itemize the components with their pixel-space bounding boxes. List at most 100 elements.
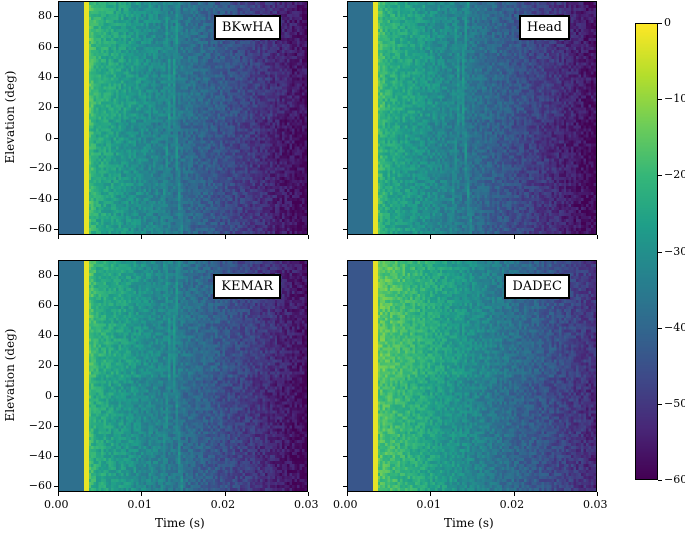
y-tick-label: 80 xyxy=(38,9,52,23)
colorbar-tick-label: −10 xyxy=(664,92,685,106)
y-tick-mark xyxy=(54,305,58,307)
heatmap-cells xyxy=(348,261,596,491)
y-tick-mark xyxy=(343,76,347,78)
y-tick-label: 40 xyxy=(38,69,52,83)
y-tick-mark xyxy=(343,335,347,337)
colorbar-tick-label: −40 xyxy=(664,320,685,334)
y-tick-label: −20 xyxy=(28,418,52,432)
colorbar-tick-mark xyxy=(658,99,662,101)
x-tick-label: 0.03 xyxy=(583,498,608,511)
x-tick-mark xyxy=(430,235,432,239)
y-tick-label: −40 xyxy=(28,191,52,205)
y-tick-mark xyxy=(343,395,347,397)
y-tick-mark xyxy=(343,425,347,427)
y-tick-mark xyxy=(54,425,58,427)
x-tick-mark xyxy=(430,492,432,496)
x-tick-mark xyxy=(597,492,598,496)
y-tick-label: 20 xyxy=(38,358,52,372)
y-tick-mark xyxy=(54,335,58,337)
y-axis-label: Elevation (deg) xyxy=(3,70,17,164)
x-tick-mark xyxy=(224,235,226,239)
x-tick-mark xyxy=(224,492,226,496)
x-tick-mark xyxy=(347,235,348,239)
colorbar-tick-mark xyxy=(658,175,662,177)
y-tick-mark xyxy=(54,137,58,139)
heatmap-panel-head: Head xyxy=(347,1,597,235)
panel-label: BKwHA xyxy=(213,15,281,40)
y-tick-mark xyxy=(54,76,58,78)
y-tick-mark xyxy=(343,305,347,307)
colorbar-tick-label: 0 xyxy=(664,16,671,29)
y-tick-mark xyxy=(54,485,58,487)
x-tick-mark xyxy=(308,492,309,496)
heatmap-panel-bkwha: BKwHA xyxy=(58,1,308,235)
x-tick-label: 0.02 xyxy=(210,498,236,511)
y-tick-label: 60 xyxy=(38,298,52,312)
y-tick-mark xyxy=(54,228,58,230)
y-tick-label: −20 xyxy=(28,161,52,175)
x-tick-mark xyxy=(58,235,59,239)
y-tick-label: 0 xyxy=(45,130,52,144)
x-tick-mark xyxy=(141,492,143,496)
x-tick-label: 0.01 xyxy=(127,498,152,511)
y-tick-mark xyxy=(343,137,347,139)
y-tick-mark xyxy=(343,228,347,230)
x-tick-mark xyxy=(347,492,348,496)
x-tick-label: 0.00 xyxy=(44,498,69,511)
heatmap-panel-dadec: DADEC xyxy=(347,260,597,492)
y-tick-mark xyxy=(54,455,58,457)
x-tick-mark xyxy=(308,235,309,239)
x-tick-mark xyxy=(58,492,59,496)
y-tick-mark xyxy=(343,168,347,170)
y-tick-label: 40 xyxy=(38,328,52,342)
y-tick-label: −40 xyxy=(28,448,52,462)
y-tick-label: −60 xyxy=(28,478,52,492)
y-axis-label: Elevation (deg) xyxy=(3,328,17,422)
colorbar-tick-label: −20 xyxy=(664,168,685,182)
y-tick-label: −60 xyxy=(28,221,52,235)
x-tick-label: 0.02 xyxy=(499,498,525,511)
x-tick-mark xyxy=(141,235,143,239)
y-tick-mark xyxy=(54,107,58,109)
panel-label: KEMAR xyxy=(213,274,281,299)
y-tick-mark xyxy=(343,485,347,487)
heatmap-panel-kemar: KEMAR xyxy=(58,260,308,492)
colorbar-tick-label: −30 xyxy=(664,244,685,258)
x-tick-label: 0.03 xyxy=(294,498,319,511)
x-tick-mark xyxy=(513,492,515,496)
x-tick-label: 0.01 xyxy=(416,498,441,511)
panel-label: Head xyxy=(518,15,570,40)
y-tick-label: 80 xyxy=(38,268,52,282)
colorbar-tick-mark xyxy=(658,403,662,405)
y-tick-mark xyxy=(343,455,347,457)
y-tick-mark xyxy=(54,365,58,367)
y-tick-mark xyxy=(54,46,58,48)
heatmap-cells xyxy=(348,2,596,234)
colorbar-tick-mark xyxy=(658,327,662,329)
y-tick-mark xyxy=(343,198,347,200)
y-tick-label: 20 xyxy=(38,100,52,114)
y-tick-label: 60 xyxy=(38,39,52,53)
y-tick-mark xyxy=(54,275,58,277)
colorbar-tick-mark xyxy=(658,251,662,253)
y-tick-mark xyxy=(54,16,58,18)
colorbar-tick-mark xyxy=(658,23,662,24)
panel-label: DADEC xyxy=(504,274,570,299)
y-tick-label: 0 xyxy=(45,388,52,402)
colorbar-tick-mark xyxy=(658,480,662,481)
colorbar-tick-label: −50 xyxy=(664,396,685,410)
colorbar-tick-label: −60 xyxy=(664,473,685,486)
x-tick-label: 0.00 xyxy=(333,498,358,511)
x-tick-mark xyxy=(597,235,598,239)
y-tick-mark xyxy=(54,395,58,397)
x-tick-mark xyxy=(513,235,515,239)
x-axis-label: Time (s) xyxy=(444,516,494,530)
y-tick-mark xyxy=(343,46,347,48)
heatmap-cells xyxy=(59,2,307,234)
y-tick-mark xyxy=(343,16,347,18)
y-tick-mark xyxy=(54,168,58,170)
colorbar xyxy=(635,23,658,480)
y-tick-mark xyxy=(343,275,347,277)
y-tick-mark xyxy=(54,198,58,200)
y-tick-mark xyxy=(343,107,347,109)
